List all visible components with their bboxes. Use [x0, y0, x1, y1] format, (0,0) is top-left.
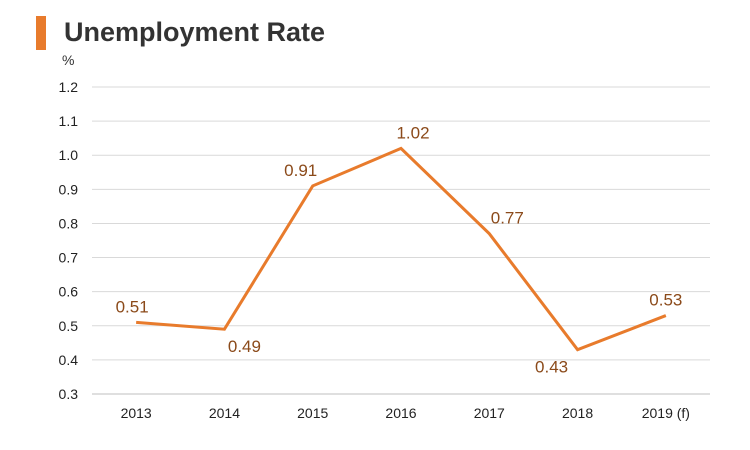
data-label: 1.02: [396, 123, 429, 142]
data-label: 0.53: [649, 291, 682, 310]
x-tick-label: 2014: [209, 405, 240, 421]
x-tick-label: 2018: [562, 405, 593, 421]
data-label: 0.43: [535, 358, 568, 377]
data-labels: 0.51 0.49 0.91 1.02 0.77 0.43 0.53: [116, 123, 683, 376]
y-axis-ticks: 1.2 1.1 1.0 0.9 0.8 0.7 0.6 0.5 0.4 0.3: [59, 79, 79, 402]
x-tick-label: 2017: [474, 405, 505, 421]
data-label: 0.77: [491, 209, 524, 228]
x-tick-label: 2019 (f): [642, 405, 690, 421]
data-label: 0.49: [228, 337, 261, 356]
x-tick-label: 2015: [297, 405, 328, 421]
x-axis-ticks: 2013 2014 2015 2016 2017 2018 2019 (f): [121, 405, 690, 421]
data-label: 0.51: [116, 297, 149, 316]
x-tick-label: 2016: [385, 405, 416, 421]
y-tick-label: 0.4: [59, 352, 79, 368]
y-unit-label: %: [62, 52, 75, 68]
y-tick-label: 0.6: [59, 284, 79, 300]
chart-title: Unemployment Rate: [64, 17, 326, 47]
y-tick-label: 1.0: [59, 147, 79, 163]
title-accent-bar: [36, 16, 46, 50]
y-tick-label: 0.9: [59, 181, 79, 197]
y-tick-label: 1.1: [59, 113, 79, 129]
y-tick-label: 0.5: [59, 318, 79, 334]
gridlines: [92, 86, 710, 395]
y-tick-label: 0.8: [59, 215, 79, 231]
data-label: 0.91: [284, 161, 317, 180]
y-tick-label: 0.3: [59, 386, 79, 402]
series-group: [136, 146, 667, 352]
x-tick-label: 2013: [121, 405, 152, 421]
y-tick-label: 0.7: [59, 250, 79, 266]
y-tick-label: 1.2: [59, 79, 79, 95]
series-line: [136, 146, 667, 352]
